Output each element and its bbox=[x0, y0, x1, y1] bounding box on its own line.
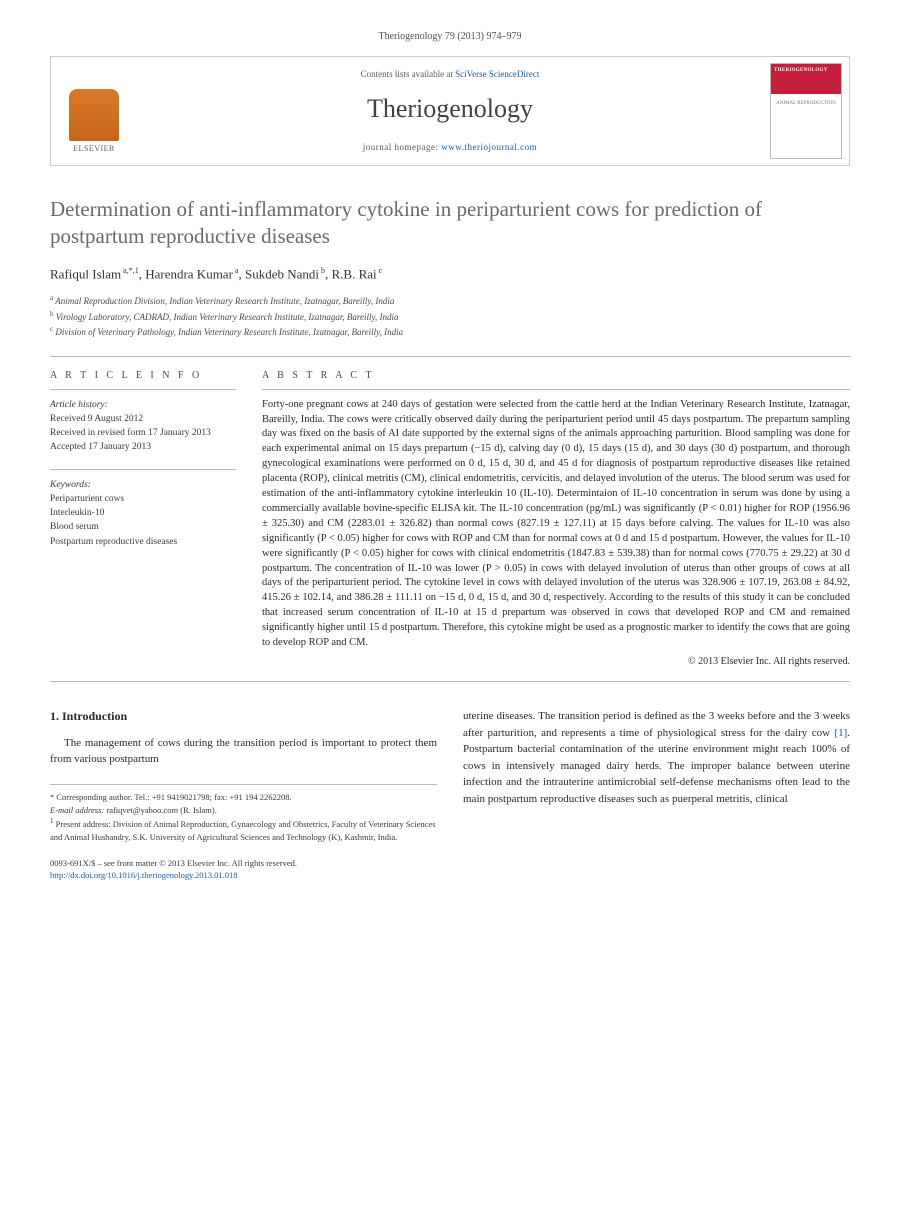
abstract-heading: A B S T R A C T bbox=[262, 369, 850, 383]
accepted-date: Accepted 17 January 2013 bbox=[50, 440, 236, 454]
info-divider bbox=[50, 389, 236, 390]
cover-title: THERIOGENOLOGY bbox=[771, 64, 841, 94]
sciencedirect-link[interactable]: SciVerse ScienceDirect bbox=[455, 69, 539, 79]
author-email[interactable]: rafiqvet@yahoo.com (R. Islam). bbox=[106, 805, 217, 815]
keywords-block: Keywords: Periparturient cows Interleuki… bbox=[50, 478, 236, 549]
page-footer: 0093-691X/$ – see front matter © 2013 El… bbox=[50, 858, 437, 882]
email-line: E-mail address: rafiqvet@yahoo.com (R. I… bbox=[50, 804, 437, 817]
info-divider bbox=[50, 469, 236, 470]
abstract-text: Forty-one pregnant cows at 240 days of g… bbox=[262, 398, 850, 651]
contents-prefix: Contents lists available at bbox=[361, 69, 455, 79]
elsevier-tree-icon bbox=[69, 89, 119, 141]
homepage-line: journal homepage: www.theriojournal.com bbox=[363, 141, 537, 154]
keywords-label: Keywords: bbox=[50, 478, 236, 492]
header-citation: Theriogenology 79 (2013) 974–979 bbox=[50, 30, 850, 44]
divider bbox=[50, 681, 850, 682]
keyword: Periparturient cows bbox=[50, 492, 236, 506]
keyword: Postpartum reproductive diseases bbox=[50, 535, 236, 549]
contents-line: Contents lists available at SciVerse Sci… bbox=[361, 68, 540, 81]
article-info-heading: A R T I C L E I N F O bbox=[50, 369, 236, 383]
elsevier-text: ELSEVIER bbox=[73, 143, 115, 154]
homepage-prefix: journal homepage: bbox=[363, 142, 441, 152]
keyword: Interleukin-10 bbox=[50, 506, 236, 520]
abstract-copyright: © 2013 Elsevier Inc. All rights reserved… bbox=[262, 655, 850, 669]
affiliation-a: a Animal Reproduction Division, Indian V… bbox=[50, 293, 850, 309]
email-label: E-mail address: bbox=[50, 805, 104, 815]
author-list: Rafiqul Islam a,*,1, Harendra Kumar a, S… bbox=[50, 265, 850, 284]
homepage-link[interactable]: www.theriojournal.com bbox=[441, 142, 537, 152]
banner-center: Contents lists available at SciVerse Sci… bbox=[137, 57, 763, 165]
affiliation-c: c Division of Veterinary Pathology, Indi… bbox=[50, 324, 850, 340]
front-matter: 0093-691X/$ – see front matter © 2013 El… bbox=[50, 858, 437, 870]
main-right-column: uterine diseases. The transition period … bbox=[463, 708, 850, 881]
journal-name: Theriogenology bbox=[367, 91, 533, 127]
main-left-column: 1. Introduction The management of cows d… bbox=[50, 708, 437, 881]
footnotes: * Corresponding author. Tel.: +91 941902… bbox=[50, 784, 437, 844]
affiliation-b: b Virology Laboratory, CADRAD, Indian Ve… bbox=[50, 309, 850, 325]
cover-sub: ANIMAL REPRODUCTION bbox=[771, 94, 841, 158]
main-columns: 1. Introduction The management of cows d… bbox=[50, 708, 850, 881]
intro-left-text: The management of cows during the transi… bbox=[50, 735, 437, 768]
article-history: Article history: Received 9 August 2012 … bbox=[50, 398, 236, 455]
article-title: Determination of anti-inflammatory cytok… bbox=[50, 196, 850, 251]
history-label: Article history: bbox=[50, 398, 236, 412]
revised-date: Received in revised form 17 January 2013 bbox=[50, 426, 236, 440]
banner-left: ELSEVIER bbox=[51, 57, 137, 165]
abstract-divider bbox=[262, 389, 850, 390]
intro-heading: 1. Introduction bbox=[50, 708, 437, 725]
elsevier-logo[interactable]: ELSEVIER bbox=[64, 89, 124, 159]
present-address: 1 Present address: Division of Animal Re… bbox=[50, 816, 437, 843]
banner-right: THERIOGENOLOGY ANIMAL REPRODUCTION bbox=[763, 57, 849, 165]
corresponding-author: * Corresponding author. Tel.: +91 941902… bbox=[50, 791, 437, 804]
journal-banner: ELSEVIER Contents lists available at Sci… bbox=[50, 56, 850, 166]
info-abstract-row: A R T I C L E I N F O Article history: R… bbox=[50, 357, 850, 669]
received-date: Received 9 August 2012 bbox=[50, 412, 236, 426]
affiliations: a Animal Reproduction Division, Indian V… bbox=[50, 293, 850, 340]
keyword: Blood serum bbox=[50, 520, 236, 534]
journal-cover-thumb[interactable]: THERIOGENOLOGY ANIMAL REPRODUCTION bbox=[770, 63, 842, 159]
article-info-column: A R T I C L E I N F O Article history: R… bbox=[50, 357, 236, 669]
abstract-column: A B S T R A C T Forty-one pregnant cows … bbox=[262, 357, 850, 669]
doi-link[interactable]: http://dx.doi.org/10.1016/j.theriogenolo… bbox=[50, 870, 437, 882]
intro-right-text: uterine diseases. The transition period … bbox=[463, 708, 850, 807]
